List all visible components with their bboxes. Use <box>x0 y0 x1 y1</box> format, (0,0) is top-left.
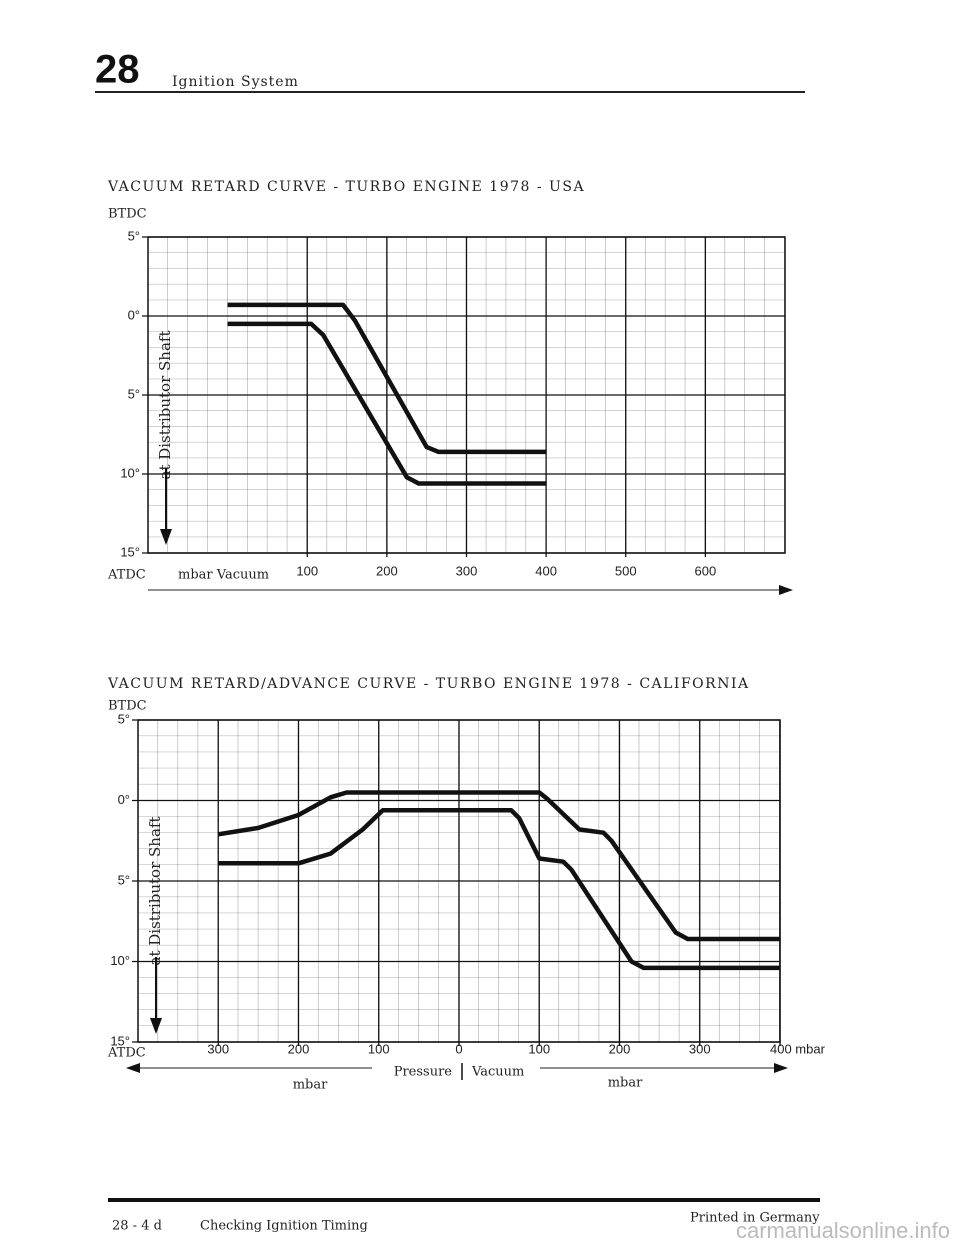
curve <box>227 321 547 486</box>
x-tick-label: 100 <box>368 1041 390 1056</box>
axis-arrow-head <box>774 1063 788 1073</box>
x-tick-label: 100 <box>296 563 318 578</box>
x-axis-label: mbar Vacuum <box>178 568 269 583</box>
watermark: carmanualsonline.info <box>736 1218 950 1243</box>
y-top-label: BTDC <box>108 207 147 222</box>
y-tick-label: 5° <box>118 872 130 887</box>
footer-page: 28 - 4 d <box>112 1219 162 1234</box>
x-tick-label: 400 <box>535 563 557 578</box>
y-tick-label: 10° <box>110 953 130 968</box>
curve <box>227 302 547 455</box>
plot-frame <box>137 719 781 1043</box>
x-axis-label: Pressure <box>394 1065 453 1080</box>
x-axis-label: mbar <box>293 1078 328 1093</box>
y-tick-label: 5° <box>118 711 130 726</box>
x-tick-label: 300 <box>207 1041 229 1056</box>
chapter-number: 28 <box>95 48 140 92</box>
x-tick-label: 300 <box>456 563 478 578</box>
y-tick-label: 5° <box>128 386 140 401</box>
chart-title: VACUUM RETARD/ADVANCE CURVE - TURBO ENGI… <box>107 676 750 692</box>
y-bottom-label: ATDC <box>107 568 146 583</box>
y-tick-label: 15° <box>120 544 140 559</box>
y-tick-label: 15° <box>110 1033 130 1048</box>
y-bottom-label: ATDC <box>107 1046 146 1061</box>
down-arrow-head <box>150 1018 162 1034</box>
x-tick-label: 300 <box>689 1041 711 1056</box>
down-arrow-head <box>160 529 172 545</box>
x-tick-label: 200 <box>376 563 398 578</box>
x-tick-label: 200 <box>609 1041 631 1056</box>
x-tick-label: 400 mbar <box>770 1041 826 1056</box>
footer-printed: Printed in Germany <box>690 1211 820 1226</box>
y-axis-label: at Distributor Shaft <box>156 331 174 480</box>
chapter-title: Ignition System <box>172 74 299 90</box>
footer-section: Checking Ignition Timing <box>200 1219 368 1234</box>
x-tick-label: 500 <box>615 563 637 578</box>
x-tick-label: 0 <box>455 1041 462 1056</box>
axis-arrow-head <box>779 585 793 595</box>
curve <box>218 807 780 971</box>
x-axis-label: mbar <box>608 1076 643 1091</box>
x-tick-label: 100 <box>528 1041 550 1056</box>
y-tick-label: 0° <box>128 307 140 322</box>
x-axis-label: Vacuum <box>471 1065 524 1080</box>
curve <box>217 790 780 942</box>
y-top-label: BTDC <box>108 699 147 714</box>
y-axis-label: at Distributor Shaft <box>146 817 164 966</box>
x-tick-label: 600 <box>695 563 717 578</box>
plot-frame <box>147 236 786 554</box>
y-tick-label: 0° <box>118 792 130 807</box>
x-tick-label: 200 <box>288 1041 310 1056</box>
y-tick-label: 10° <box>120 465 140 480</box>
chart-title: VACUUM RETARD CURVE - TURBO ENGINE 1978 … <box>107 179 585 195</box>
y-tick-label: 5° <box>128 228 140 243</box>
axis-arrow-head <box>126 1063 140 1073</box>
